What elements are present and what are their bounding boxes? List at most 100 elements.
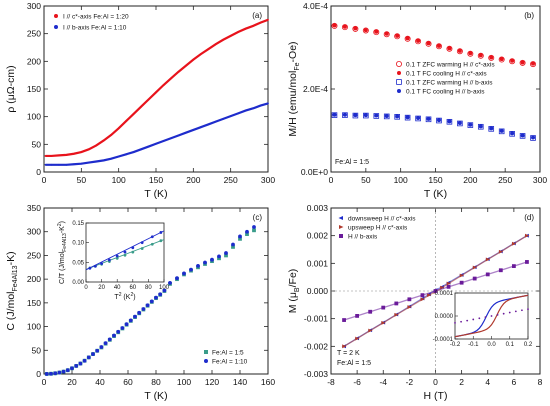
y-tick-label: 100: [27, 322, 41, 332]
data-point: [525, 233, 530, 238]
series-line: [45, 18, 269, 158]
data-point: [184, 64, 187, 67]
inset-data-point: [502, 312, 505, 315]
data-point: [384, 113, 389, 118]
data-point: [192, 58, 195, 61]
data-point: [128, 318, 133, 323]
data-point: [231, 242, 235, 247]
data-point: [58, 163, 60, 166]
panel-label: (d): [524, 213, 534, 222]
y-tick-label: 200: [27, 274, 41, 284]
y-tick-label: 0.0E+0: [301, 167, 328, 177]
inset-d: -0.2 -0.1 0.0 0.1 0.2 -0.0001 0.0000 0.0001: [433, 291, 533, 348]
legend-marker: [54, 14, 58, 18]
data-point: [49, 371, 53, 376]
data-point: [396, 79, 402, 85]
data-point: [199, 126, 202, 129]
inset-data-point: [460, 320, 462, 323]
inset-x-title-sup: 2: [119, 292, 122, 298]
data-point: [110, 157, 113, 160]
data-point: [147, 145, 150, 148]
data-point: [362, 27, 369, 34]
data-point: [436, 43, 441, 48]
data-point: [374, 29, 379, 34]
panel-b: 0 50 100 150 200 250 300 0.0E+0 2.0E-4 4.0E-4 T (K…: [287, 1, 547, 200]
data-point: [404, 35, 411, 42]
data-point: [267, 18, 269, 21]
x-tick-label: 0: [42, 175, 47, 185]
data-point: [207, 123, 210, 126]
data-point: [95, 160, 98, 163]
data-point: [116, 329, 121, 334]
inset-data-point: [514, 310, 517, 313]
data-point: [342, 24, 347, 29]
panel-d: -8 -6 -4 -2 0 2 4 6 8-0.003-0.002-0.0010.0000.00…: [287, 203, 543, 402]
inset-data-point: [131, 246, 135, 250]
inset-data-point: [466, 319, 469, 322]
x-tick-label: 50: [77, 175, 87, 185]
y-axis-title-main: ρ (μΩ-cm): [5, 65, 17, 112]
data-point: [259, 104, 262, 107]
data-point: [397, 89, 401, 93]
panel-label: (a): [252, 11, 262, 20]
data-point: [210, 257, 214, 262]
legend-label: upsweep H // c*-axis: [348, 225, 408, 232]
y-tick-label: 50: [32, 139, 42, 149]
inset-data-point: [484, 316, 487, 319]
data-point: [435, 43, 442, 50]
inset-data-point: [159, 239, 163, 243]
data-point: [498, 249, 504, 254]
data-point: [407, 297, 412, 302]
x-tick-label: -4: [379, 377, 387, 387]
data-point: [332, 112, 337, 117]
annotation-text: Fe:Al = 1:5: [337, 360, 371, 367]
data-point: [520, 133, 525, 138]
data-point: [353, 113, 358, 118]
x-tick-label: 250: [498, 175, 512, 185]
data-point: [331, 22, 338, 29]
x-tick-label: 120: [205, 377, 219, 387]
data-point: [44, 372, 49, 376]
data-point: [170, 77, 172, 80]
y-tick-label: 0: [36, 369, 41, 379]
data-point: [229, 115, 232, 118]
data-point: [65, 163, 68, 166]
data-point: [50, 155, 53, 157]
data-point: [353, 26, 358, 31]
data-point: [203, 260, 207, 265]
y-tick-label: 300: [27, 227, 41, 237]
data-point: [395, 114, 400, 119]
data-point: [214, 43, 217, 46]
data-point: [339, 225, 344, 229]
data-point: [175, 276, 179, 281]
data-point: [363, 113, 368, 118]
annotation-text: T = 2 K: [337, 350, 360, 357]
data-point: [342, 112, 347, 117]
data-point: [245, 229, 249, 234]
x-tick-label: 0: [433, 377, 438, 387]
data-point: [342, 344, 347, 349]
data-point: [405, 36, 410, 41]
x-tick-label: 60: [123, 377, 133, 387]
data-point: [231, 244, 235, 249]
data-point: [511, 264, 516, 268]
data-point: [244, 109, 247, 112]
inset-x-title-sup2: 2: [130, 292, 133, 298]
data-point: [395, 61, 402, 68]
data-point: [352, 25, 359, 32]
x-tick-label: -8: [327, 377, 335, 387]
data-point: [120, 326, 125, 330]
data-point: [74, 364, 79, 368]
data-point: [457, 48, 462, 53]
inset-y-tick-label: 0.15: [72, 221, 84, 227]
x-tick-label: 0: [329, 175, 334, 185]
x-tick-label: 50: [361, 175, 371, 185]
inset-x-tick-label: 0.2: [524, 342, 533, 348]
data-point: [132, 113, 135, 115]
legend-label: I // c*-axis Fe:Al = 1:20: [63, 14, 129, 21]
inset-y-title-sub: Fe4Al13: [62, 233, 68, 252]
inset-data-point: [150, 242, 154, 246]
data-point: [95, 348, 100, 353]
data-point: [222, 38, 225, 41]
panel-label: (c): [253, 213, 263, 222]
